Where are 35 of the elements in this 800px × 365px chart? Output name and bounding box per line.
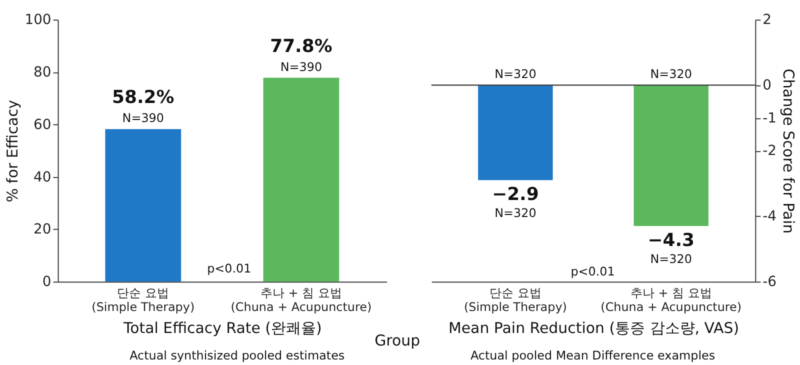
annotation: N=390 [122, 111, 164, 126]
text: Group [374, 331, 420, 350]
y2-axis-title: Change Score for Pain [780, 68, 798, 234]
data-label: −4.3 [648, 230, 694, 251]
y2-tick-label: -2 [762, 143, 777, 160]
y-tick-label: 60 [34, 116, 52, 133]
y-tick-label: 40 [34, 169, 52, 186]
x-axis-title: Total Efficacy Rate (완쾌율) [122, 318, 322, 337]
x-tick-label: 추나 + 침 요법 (Chuna + Acupuncture) [600, 286, 742, 314]
y2-tick-label: -1 [762, 110, 777, 126]
y-tick-label: 80 [34, 64, 52, 80]
text: Actual synthisized pooled estimates [130, 348, 345, 362]
x-tick-label: 단순 요법 (Simple Therapy) [464, 286, 567, 314]
data-label: 77.8% [270, 36, 332, 57]
x-tick-label: 추나 + 침 요법 (Chuna + Acupuncture) [230, 286, 372, 314]
annotation: N=390 [280, 60, 322, 74]
y2-tick-label: -6 [762, 274, 777, 290]
annotation: N=320 [494, 67, 536, 82]
y2-tick-label: 2 [762, 12, 772, 28]
annotation: N=320 [650, 252, 692, 266]
annotation: p<0.01 [207, 262, 252, 276]
x-axis-title: Mean Pain Reduction (통증 감소량, VAS) [448, 318, 740, 337]
data-label: −2.9 [492, 184, 539, 206]
annotation: N=320 [650, 67, 692, 82]
y2-tick-label: 0 [762, 78, 772, 94]
y-tick-label: 100 [24, 12, 52, 28]
y2-tick-label: -4 [762, 208, 777, 225]
annotation: N=320 [494, 206, 536, 220]
y-axis-title: % for Efficacy [4, 100, 22, 202]
text: Actual pooled Mean Difference examples [470, 348, 716, 362]
x-tick-label: 단순 요법 (Simple Therapy) [92, 286, 195, 314]
data-label: 58.2% [112, 87, 174, 108]
text: p<0.01 [570, 264, 615, 279]
y-tick-label: 0 [42, 274, 52, 290]
y-tick-label: 20 [34, 222, 52, 238]
